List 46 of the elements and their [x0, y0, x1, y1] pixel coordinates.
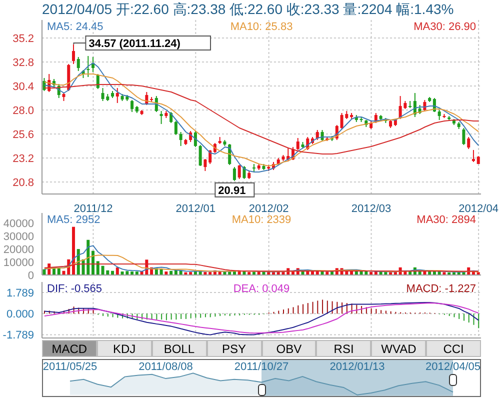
- x-tick-label: 2012/04: [458, 203, 498, 215]
- x-tick-label: 2012/04/05: [425, 361, 481, 373]
- text: KDJ: [96, 340, 152, 357]
- y-tick-label: 35.2: [12, 32, 34, 45]
- text: CCI: [426, 340, 481, 357]
- x-tick-label: 2012/02: [248, 203, 289, 215]
- series-label: MACD: -1.227: [406, 283, 476, 295]
- y-tick-label: 0.000: [6, 308, 34, 321]
- text: MA10: 25.83: [230, 21, 293, 33]
- x-tick-label: 2011/08/08: [138, 361, 193, 373]
- x-tick-label: 2012/01/13: [330, 361, 385, 373]
- y-tick-label: 30.4: [12, 80, 34, 93]
- series-label: DIF: -0.565: [47, 283, 102, 295]
- text: MA10: 2339: [232, 214, 292, 226]
- text: MA5: 24.45: [47, 21, 104, 33]
- callout-box: 20.91: [214, 182, 255, 198]
- text: MACD: [42, 340, 97, 357]
- y-tick-label: 20000: [3, 244, 34, 256]
- text: OBV: [262, 340, 316, 357]
- text: RSI: [316, 340, 372, 357]
- text: BOLL: [152, 340, 207, 357]
- text: MA30: 2894: [416, 214, 476, 226]
- y-tick-label: 23.2: [12, 152, 34, 165]
- x-tick-label: 2011/12: [74, 203, 113, 215]
- y-tick-label: 25.6: [12, 128, 34, 141]
- y-tick-label: 32.8: [12, 56, 34, 69]
- y-tick-label: 20.8: [12, 176, 34, 189]
- x-tick-label: 2012/01: [176, 203, 216, 215]
- y-tick-label: 30000: [3, 231, 34, 244]
- x-tick-label: 2011/05/25: [42, 361, 98, 373]
- y-tick-label: 28.0: [12, 104, 34, 117]
- annotation: 20.91: [218, 184, 246, 197]
- x-tick-label: 2011/10/27: [234, 361, 289, 373]
- text: PSY: [206, 340, 262, 357]
- y-tick-label: 1.789: [6, 287, 34, 300]
- y-tick-label: 0: [28, 270, 34, 282]
- y-tick-label: 40000: [3, 218, 34, 230]
- annotation: 34.57 (2011.11.24): [88, 38, 181, 50]
- text: WVAD: [371, 340, 426, 357]
- text: DEA: 0.049: [233, 283, 290, 295]
- y-tick-label: -1.789: [2, 330, 34, 342]
- chart-title: 2012/04/05 开:22.60 高:23.38 低:22.60 收:23.33 量:2204 幅:1.43%: [42, 1, 454, 19]
- y-tick-label: 10000: [3, 256, 34, 269]
- x-tick-label: 2012/03: [351, 203, 392, 215]
- text: MA30: 26.90: [414, 21, 476, 33]
- series-label: MA5: 2952: [47, 214, 100, 226]
